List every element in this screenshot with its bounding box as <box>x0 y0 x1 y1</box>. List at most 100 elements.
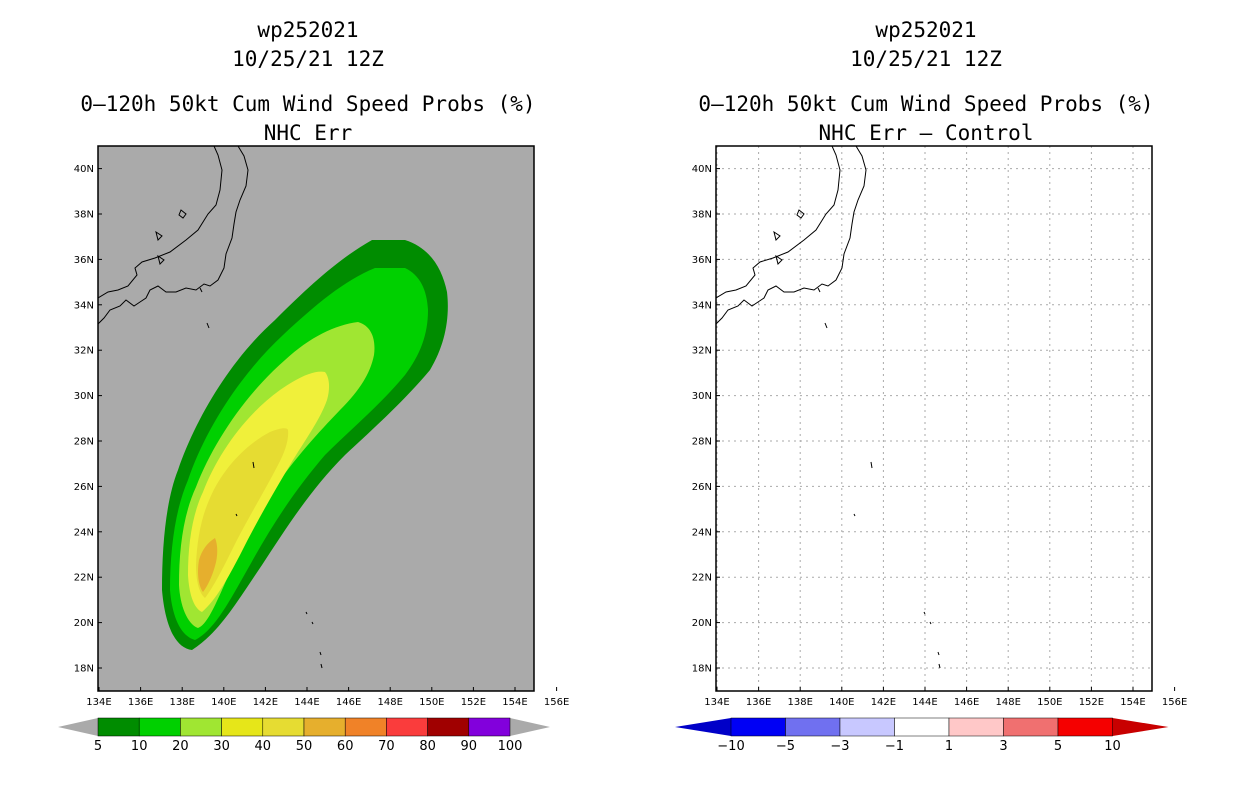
lon-label: 138E <box>169 697 194 708</box>
lon-label: 152E <box>461 697 486 708</box>
lon-label: 142E <box>871 697 896 708</box>
colorbar-swatch <box>262 717 305 737</box>
colorbar-label: 1 <box>945 739 953 754</box>
colorbar-swatch <box>730 717 786 737</box>
left-colorbar: 5 10 20 30 40 50 60 70 80 90 100 <box>58 717 550 754</box>
lat-label: 18N <box>692 664 712 675</box>
left-product-title: 0–120h 50kt Cum Wind Speed Probs (%) <box>80 92 536 116</box>
colorbar-label: −5 <box>776 739 795 754</box>
colorbar-label: 20 <box>172 739 189 754</box>
lon-label: 156E <box>544 697 569 708</box>
colorbar-swatch <box>303 717 346 737</box>
colorbar-swatch <box>427 717 470 737</box>
colorbar-label: 50 <box>296 739 313 754</box>
lat-label: 34N <box>74 300 94 311</box>
lat-label: 38N <box>692 210 712 221</box>
lon-label: 140E <box>211 697 236 708</box>
colorbar-label: 80 <box>419 739 436 754</box>
coastline <box>98 146 323 669</box>
lat-label: 32N <box>74 346 94 357</box>
right-product-title: 0–120h 50kt Cum Wind Speed Probs (%) <box>698 92 1154 116</box>
colorbar-label: 90 <box>461 739 478 754</box>
colorbar-arrow-high <box>510 718 550 736</box>
right-colorbar: −10 −5 −3 −1 1 3 5 10 <box>675 717 1169 754</box>
lat-label: 24N <box>74 527 94 538</box>
left-map: 134E 136E 138E 140E 142E 144E 146E 148E 150E 152E… <box>58 145 570 754</box>
contour-40 <box>196 428 289 598</box>
lon-label: 138E <box>787 697 812 708</box>
colorbar-label: 5 <box>1054 739 1062 754</box>
left-date: 10/25/21 12Z <box>232 47 384 71</box>
colorbar-swatch <box>785 717 841 737</box>
lon-label: 136E <box>746 697 771 708</box>
lon-label: 156E <box>1162 697 1187 708</box>
colorbar-label: 30 <box>213 739 230 754</box>
colorbar-swatch <box>344 717 387 737</box>
left-map-frame <box>97 145 535 692</box>
colorbar-swatch <box>221 717 264 737</box>
right-map-frame <box>715 145 1153 692</box>
colorbar-label: −3 <box>830 739 849 754</box>
lat-label: 20N <box>692 618 712 629</box>
right-map-background <box>716 146 1152 691</box>
lat-label: 30N <box>74 391 94 402</box>
lon-label: 134E <box>704 697 729 708</box>
colorbar-label: 70 <box>378 739 395 754</box>
lon-label: 146E <box>954 697 979 708</box>
lon-label: 150E <box>1037 697 1062 708</box>
lat-label: 18N <box>74 664 94 675</box>
colorbar-arrow-low <box>58 718 98 736</box>
lat-label: 24N <box>692 527 712 538</box>
colorbar-swatch <box>1003 717 1059 737</box>
left-title-block: wp252021 10/25/21 12Z 0–120h 50kt Cum Wi… <box>58 16 558 148</box>
colorbar-swatch <box>468 717 511 737</box>
colorbar-arrow-high <box>1112 718 1169 736</box>
coastline-right <box>716 146 941 669</box>
lon-label: 152E <box>1079 697 1104 708</box>
right-axis-ticks: 134E 136E 138E 140E 142E 144E 146E 148E 150E 152E… <box>692 164 1188 708</box>
colorbar-swatch <box>839 717 895 737</box>
probability-swath <box>162 240 448 650</box>
right-gridlines <box>716 146 1152 691</box>
colorbar-label: −1 <box>885 739 904 754</box>
colorbar-label: 10 <box>131 739 148 754</box>
left-subtitle: NHC Err <box>263 121 353 145</box>
lat-label: 40N <box>74 164 94 175</box>
lon-label: 142E <box>253 697 278 708</box>
lon-label: 150E <box>419 697 444 708</box>
colorbar-swatch <box>386 717 428 737</box>
right-map: 134E 136E 138E 140E 142E 144E 146E 148E 150E 152E… <box>675 145 1188 754</box>
colorbar-swatch <box>138 717 181 737</box>
colorbar-arrow-low <box>675 718 731 736</box>
colorbar-swatch <box>894 717 950 737</box>
lon-label: 144E <box>294 697 319 708</box>
colorbar-label: 5 <box>94 739 102 754</box>
lat-label: 38N <box>74 210 94 221</box>
lat-label: 32N <box>692 346 712 357</box>
colorbar-swatch <box>180 717 222 737</box>
colorbar-swatch <box>948 717 1004 737</box>
lat-label: 30N <box>692 391 712 402</box>
lat-label: 36N <box>692 255 712 266</box>
right-subtitle: NHC Err – Control <box>818 121 1034 145</box>
contour-50 <box>198 538 218 592</box>
colorbar-label: 3 <box>999 739 1007 754</box>
colorbar-label: 60 <box>337 739 354 754</box>
right-storm-id: wp252021 <box>875 18 977 42</box>
lat-label: 28N <box>74 437 94 448</box>
colorbar-label: 100 <box>498 739 523 754</box>
colorbar-swatch <box>1057 717 1113 737</box>
lat-label: 40N <box>692 164 712 175</box>
lat-label: 26N <box>74 482 94 493</box>
left-axis-ticks: 134E 136E 138E 140E 142E 144E 146E 148E 150E 152E… <box>74 164 570 708</box>
lat-label: 20N <box>74 618 94 629</box>
lat-label: 22N <box>74 573 94 584</box>
lat-label: 26N <box>692 482 712 493</box>
lon-label: 154E <box>1120 697 1145 708</box>
lat-label: 36N <box>74 255 94 266</box>
lon-label: 144E <box>912 697 937 708</box>
lon-label: 146E <box>336 697 361 708</box>
lon-label: 148E <box>995 697 1020 708</box>
lat-label: 28N <box>692 437 712 448</box>
lat-label: 34N <box>692 300 712 311</box>
